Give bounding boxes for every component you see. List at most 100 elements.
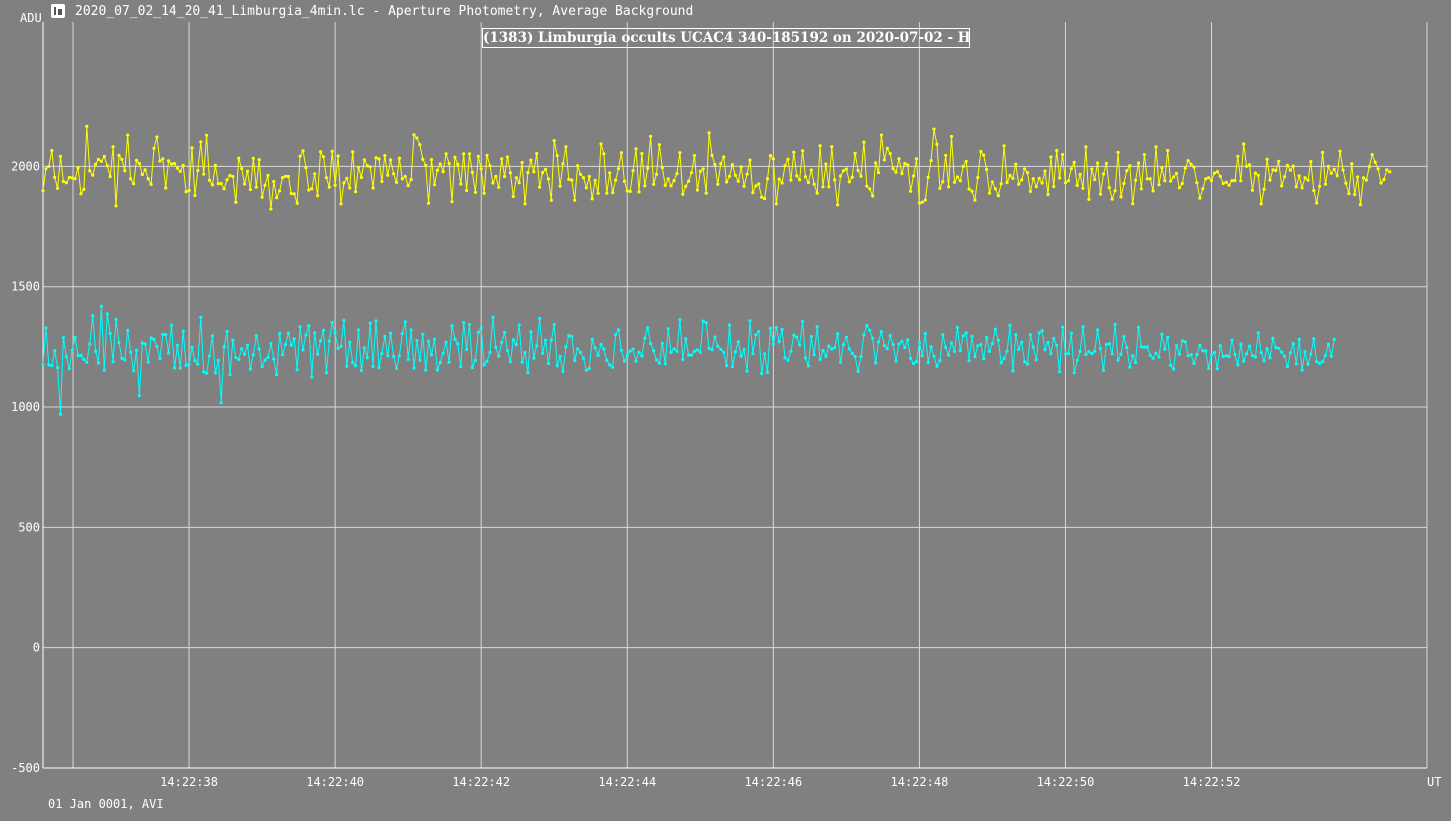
data-point <box>222 187 226 191</box>
data-point <box>768 154 773 158</box>
data-point <box>245 169 250 173</box>
data-point <box>912 361 916 366</box>
data-point <box>269 207 273 211</box>
data-point <box>1081 325 1085 329</box>
data-point <box>1025 362 1030 366</box>
data-point <box>990 341 995 346</box>
data-point <box>958 179 962 183</box>
data-point <box>321 328 326 332</box>
data-point <box>473 190 477 194</box>
data-point <box>1023 360 1027 364</box>
data-point <box>1321 150 1325 154</box>
data-point <box>576 347 580 351</box>
data-point <box>377 157 381 161</box>
data-point <box>1297 337 1301 341</box>
data-point <box>479 167 483 171</box>
data-point <box>1119 195 1123 199</box>
data-point <box>1136 161 1141 165</box>
data-point <box>1283 175 1287 179</box>
data-point <box>1049 155 1053 159</box>
data-point <box>181 163 185 167</box>
y-tick-label: 2000 <box>11 159 40 173</box>
data-point <box>812 353 816 357</box>
data-point <box>1002 356 1006 360</box>
data-point <box>82 357 86 361</box>
data-point <box>584 368 589 372</box>
data-point <box>354 364 358 368</box>
data-point <box>1160 166 1164 170</box>
data-point <box>643 184 647 188</box>
data-point <box>789 349 793 353</box>
data-point <box>792 333 796 337</box>
data-point <box>599 142 603 146</box>
data-point <box>1262 359 1266 363</box>
data-point <box>1014 333 1018 337</box>
data-point <box>231 174 235 179</box>
data-point <box>1370 153 1374 157</box>
data-point <box>1198 196 1202 200</box>
data-point <box>53 349 57 353</box>
data-point <box>882 158 887 162</box>
data-point <box>441 170 445 174</box>
x-tick-label: 14:22:40 <box>306 775 364 789</box>
data-point <box>444 152 448 156</box>
data-point <box>996 338 1000 342</box>
data-point <box>570 178 574 182</box>
data-point <box>1212 171 1217 175</box>
data-point <box>53 175 57 179</box>
data-point <box>1177 352 1181 356</box>
data-point <box>1309 160 1313 164</box>
data-point <box>248 187 252 192</box>
data-point <box>1037 331 1041 335</box>
data-point <box>850 175 854 179</box>
data-point <box>520 360 524 364</box>
data-point <box>1078 349 1082 353</box>
data-point <box>564 145 568 149</box>
data-point <box>374 156 378 160</box>
data-point <box>272 357 276 361</box>
data-point <box>719 162 723 166</box>
data-point <box>990 180 995 184</box>
axes <box>42 22 1428 769</box>
data-point <box>140 341 144 345</box>
data-point <box>251 353 255 357</box>
data-point <box>751 352 755 356</box>
data-point <box>783 164 787 168</box>
data-point <box>578 350 583 354</box>
data-point <box>1236 363 1240 367</box>
data-point <box>707 346 711 350</box>
y-tick-label: -500 <box>11 761 40 775</box>
data-point <box>187 188 191 193</box>
data-point <box>926 360 930 365</box>
data-point <box>856 168 860 173</box>
data-point <box>1388 170 1392 174</box>
data-point <box>678 318 682 322</box>
y-tick-label: 500 <box>18 520 40 534</box>
data-point <box>792 150 796 154</box>
data-point <box>429 158 434 162</box>
data-point <box>1227 354 1231 359</box>
data-point <box>1186 159 1190 163</box>
data-point <box>1265 347 1269 351</box>
data-point <box>91 173 95 177</box>
data-point <box>117 153 121 157</box>
data-point <box>578 172 583 176</box>
data-point <box>917 201 922 205</box>
data-point <box>891 167 895 171</box>
data-point <box>993 327 998 331</box>
data-point <box>64 355 68 359</box>
data-point <box>838 174 843 178</box>
data-point <box>438 360 442 365</box>
data-point <box>269 341 273 346</box>
data-point <box>517 181 521 185</box>
data-point <box>590 197 594 201</box>
data-point <box>1055 343 1059 347</box>
x-tick-label: 14:22:38 <box>160 775 218 789</box>
data-point <box>491 315 495 319</box>
data-point <box>710 348 714 352</box>
data-point <box>1358 203 1363 207</box>
data-point <box>1096 161 1100 165</box>
data-point <box>1104 161 1108 165</box>
data-point <box>730 365 735 369</box>
data-point <box>976 344 980 348</box>
